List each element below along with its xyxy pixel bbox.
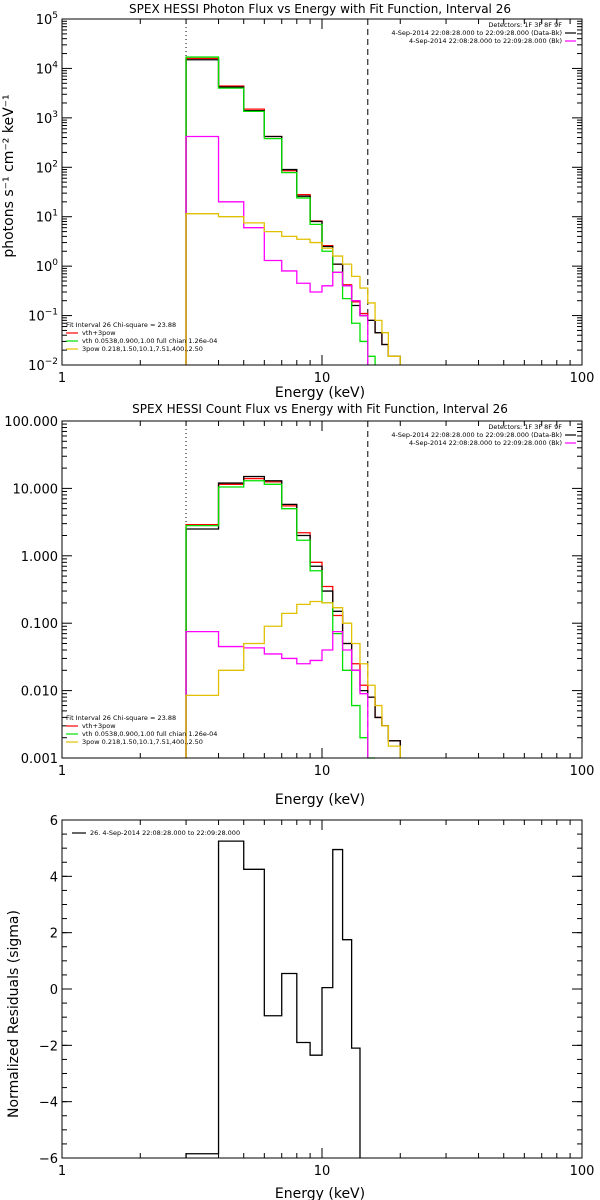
y-tick-label: −4: [39, 1096, 58, 1111]
x-tick-label: 100: [570, 764, 595, 779]
series-step-line: [185, 840, 361, 1158]
x-tick-label: 1: [58, 764, 66, 779]
fit-legend-entry: vth 0.0538,0.900,1.00 full chian 1.26e-0…: [82, 337, 217, 345]
residuals-panel: Normalized Residuals (sigma) Energy (keV…: [6, 814, 594, 1200]
y-tick-exponent: 0: [52, 258, 58, 268]
y-tick-exponent: 4: [52, 60, 58, 70]
series-step-line: [185, 213, 401, 365]
count-flux-panel: SPEX HESSI Count Flux vs Energy with Fit…: [4, 402, 594, 808]
y-tick-label: 4: [50, 870, 58, 885]
y-tick-exponent: 3: [52, 110, 58, 120]
y-tick-label: 0.100: [21, 617, 58, 632]
plot-frame: [61, 420, 583, 759]
y-tick-base: 10: [36, 112, 53, 127]
y-tick-base: 10: [28, 310, 45, 325]
x-tick-label: 100: [570, 371, 595, 386]
y-tick-base: 10: [28, 359, 45, 374]
x-axis-label: Energy (keV): [275, 385, 365, 401]
chart-title: SPEX HESSI Photon Flux vs Energy with Fi…: [129, 2, 511, 16]
x-tick-label: 1: [58, 371, 66, 386]
legend-header: Detectors: 1F 3F 8F 9F: [488, 21, 562, 29]
x-tick-label: 10: [314, 371, 331, 386]
series-step-line: [185, 475, 401, 758]
y-tick-exponent: −2: [45, 357, 58, 367]
y-tick-label: 2: [50, 927, 58, 942]
y-axis-label: Normalized Residuals (sigma): [6, 910, 22, 1118]
fit-legend-header: Fit Interval 26 Chi-square = 23.88: [66, 714, 176, 722]
y-tick-base: 10: [36, 13, 53, 28]
plot-frame: [61, 18, 583, 366]
y-tick-base: 10: [36, 62, 53, 77]
y-tick-label: 0: [50, 983, 58, 998]
y-tick-label: 0.001: [21, 752, 58, 767]
x-tick-label: 1: [58, 1164, 66, 1179]
x-tick-label: 100: [570, 1164, 595, 1179]
legend-entry: 4-Sep-2014 22:08:28.000 to 22:09:28.000 …: [391, 431, 562, 439]
x-axis-label: Energy (keV): [275, 1186, 365, 1200]
y-tick-label: 10−1: [28, 308, 58, 325]
fit-legend-entry: vth+3pow: [82, 722, 116, 730]
y-tick-label: 10−2: [28, 357, 58, 374]
legend-entry: 26. 4-Sep-2014 22:08:28.000 to 22:09:28.…: [90, 829, 240, 837]
photon-flux-panel: SPEX HESSI Photon Flux vs Energy with Fi…: [1, 2, 594, 401]
y-tick-label: 100.000: [4, 415, 58, 430]
y-tick-label: 6: [50, 814, 58, 829]
y-tick-label: 104: [36, 60, 59, 77]
fit-legend-entry: 3pow 0.218,1.50,10.1,7.51,400.,2.50: [82, 738, 203, 746]
series-step-line: [185, 56, 376, 365]
y-tick-label: 102: [36, 159, 58, 176]
legend-entry: 4-Sep-2014 22:08:28.000 to 22:09:28.000 …: [409, 37, 562, 45]
legend-header: Detectors: 1F 3F 8F 9F: [488, 423, 562, 431]
y-tick-exponent: −1: [45, 308, 58, 318]
legend-entry: 4-Sep-2014 22:08:28.000 to 22:09:28.000 …: [391, 29, 562, 37]
y-tick-base: 10: [36, 211, 53, 226]
y-tick-label: 103: [36, 110, 58, 127]
y-tick-label: 105: [36, 11, 58, 28]
y-tick-label: 101: [36, 209, 58, 226]
fit-legend-header: Fit Interval 26 Chi-square = 23.88: [66, 321, 176, 329]
series-step-line: [185, 600, 401, 758]
y-tick-label: 1.000: [21, 550, 58, 565]
x-tick-label: 10: [314, 764, 331, 779]
y-tick-exponent: 1: [52, 209, 58, 219]
x-tick-label: 10: [314, 1164, 331, 1179]
fit-legend-entry: 3pow 0.218,1.50,10.1,7.51,400.,2.50: [82, 345, 203, 353]
fit-legend-entry: vth+3pow: [82, 329, 116, 337]
y-tick-exponent: 2: [52, 159, 58, 169]
series-step-line: [185, 135, 369, 365]
legend-entry: 4-Sep-2014 22:08:28.000 to 22:09:28.000 …: [409, 439, 562, 447]
y-tick-label: 0.010: [21, 685, 58, 700]
chart-title: SPEX HESSI Count Flux vs Energy with Fit…: [132, 402, 508, 416]
y-tick-label: 10.000: [13, 482, 59, 497]
y-tick-exponent: 5: [52, 11, 58, 21]
plot-frame: [61, 819, 583, 1159]
y-tick-label: −6: [39, 1152, 58, 1167]
y-axis-label: photons s⁻¹ cm⁻² keV⁻¹: [1, 94, 17, 257]
y-tick-label: −2: [39, 1039, 58, 1054]
series-step-line: [185, 480, 376, 759]
y-tick-base: 10: [36, 161, 53, 176]
y-tick-label: 100: [36, 258, 59, 275]
y-tick-base: 10: [36, 260, 53, 275]
fit-legend-entry: vth 0.0538,0.900,1.00 full chian 1.26e-0…: [82, 730, 217, 738]
x-axis-label: Energy (keV): [275, 792, 365, 808]
